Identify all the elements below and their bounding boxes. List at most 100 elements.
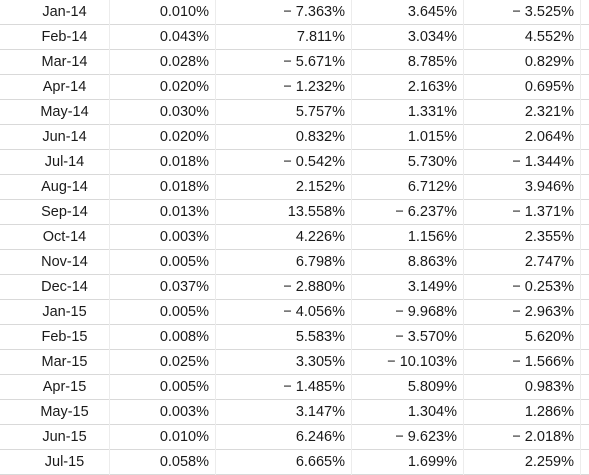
- cell-col-d[interactable]: 1.156%: [352, 224, 464, 250]
- empty-cell[interactable]: [581, 325, 589, 350]
- cell-date[interactable]: Feb-14: [0, 24, 110, 50]
- cell-col-b[interactable]: 0.008%: [110, 324, 216, 350]
- cell-col-b[interactable]: 0.003%: [110, 224, 216, 250]
- empty-cell[interactable]: [581, 25, 589, 50]
- cell-col-b[interactable]: 0.030%: [110, 99, 216, 125]
- cell-col-c[interactable]: − 7.363%: [216, 0, 352, 25]
- cell-col-d[interactable]: 2.163%: [352, 74, 464, 100]
- cell-col-e[interactable]: 1.286%: [464, 399, 581, 425]
- empty-cell[interactable]: [581, 100, 589, 125]
- cell-col-e[interactable]: − 3.525%: [464, 0, 581, 25]
- cell-col-c[interactable]: 4.226%: [216, 224, 352, 250]
- cell-col-d[interactable]: 5.730%: [352, 149, 464, 175]
- cell-col-b[interactable]: 0.003%: [110, 399, 216, 425]
- cell-col-b[interactable]: 0.018%: [110, 149, 216, 175]
- cell-col-e[interactable]: − 2.018%: [464, 424, 581, 450]
- cell-col-e[interactable]: − 1.344%: [464, 149, 581, 175]
- cell-col-e[interactable]: − 1.566%: [464, 349, 581, 375]
- cell-col-e[interactable]: 2.259%: [464, 449, 581, 475]
- cell-col-c[interactable]: 6.798%: [216, 249, 352, 275]
- cell-col-c[interactable]: − 4.056%: [216, 299, 352, 325]
- empty-cell[interactable]: [581, 300, 589, 325]
- cell-col-d[interactable]: 8.785%: [352, 49, 464, 75]
- cell-col-b[interactable]: 0.020%: [110, 74, 216, 100]
- empty-cell[interactable]: [581, 450, 589, 475]
- cell-col-c[interactable]: 2.152%: [216, 174, 352, 200]
- cell-col-b[interactable]: 0.020%: [110, 124, 216, 150]
- cell-date[interactable]: Aug-14: [0, 174, 110, 200]
- cell-col-e[interactable]: 4.552%: [464, 24, 581, 50]
- cell-col-e[interactable]: 2.747%: [464, 249, 581, 275]
- cell-col-e[interactable]: − 1.371%: [464, 199, 581, 225]
- cell-date[interactable]: Apr-15: [0, 374, 110, 400]
- empty-cell[interactable]: [581, 75, 589, 100]
- cell-col-d[interactable]: 3.149%: [352, 274, 464, 300]
- cell-date[interactable]: Jun-15: [0, 424, 110, 450]
- cell-date[interactable]: Dec-14: [0, 274, 110, 300]
- cell-date[interactable]: Mar-15: [0, 349, 110, 375]
- cell-date[interactable]: Jul-15: [0, 449, 110, 475]
- cell-col-d[interactable]: − 10.103%: [352, 349, 464, 375]
- cell-col-d[interactable]: 1.699%: [352, 449, 464, 475]
- empty-cell[interactable]: [581, 0, 589, 25]
- cell-col-d[interactable]: 6.712%: [352, 174, 464, 200]
- cell-col-b[interactable]: 0.010%: [110, 0, 216, 25]
- empty-cell[interactable]: [581, 200, 589, 225]
- cell-col-b[interactable]: 0.005%: [110, 249, 216, 275]
- cell-col-e[interactable]: 2.064%: [464, 124, 581, 150]
- cell-col-d[interactable]: − 3.570%: [352, 324, 464, 350]
- cell-col-e[interactable]: − 2.963%: [464, 299, 581, 325]
- cell-date[interactable]: Jan-15: [0, 299, 110, 325]
- empty-cell[interactable]: [581, 275, 589, 300]
- cell-col-b[interactable]: 0.005%: [110, 374, 216, 400]
- cell-date[interactable]: Nov-14: [0, 249, 110, 275]
- empty-cell[interactable]: [581, 250, 589, 275]
- cell-date[interactable]: Oct-14: [0, 224, 110, 250]
- cell-col-d[interactable]: − 6.237%: [352, 199, 464, 225]
- empty-cell[interactable]: [581, 350, 589, 375]
- cell-col-d[interactable]: 1.304%: [352, 399, 464, 425]
- empty-cell[interactable]: [581, 375, 589, 400]
- empty-cell[interactable]: [581, 400, 589, 425]
- cell-col-c[interactable]: − 5.671%: [216, 49, 352, 75]
- cell-col-e[interactable]: 0.983%: [464, 374, 581, 400]
- cell-col-e[interactable]: − 0.253%: [464, 274, 581, 300]
- cell-date[interactable]: Jul-14: [0, 149, 110, 175]
- cell-col-c[interactable]: − 1.485%: [216, 374, 352, 400]
- cell-date[interactable]: Sep-14: [0, 199, 110, 225]
- cell-col-e[interactable]: 0.695%: [464, 74, 581, 100]
- cell-col-d[interactable]: 8.863%: [352, 249, 464, 275]
- empty-cell[interactable]: [581, 150, 589, 175]
- empty-cell[interactable]: [581, 50, 589, 75]
- cell-col-e[interactable]: 3.946%: [464, 174, 581, 200]
- cell-col-c[interactable]: 0.832%: [216, 124, 352, 150]
- cell-col-b[interactable]: 0.010%: [110, 424, 216, 450]
- cell-col-d[interactable]: − 9.623%: [352, 424, 464, 450]
- cell-date[interactable]: Feb-15: [0, 324, 110, 350]
- cell-col-c[interactable]: 3.305%: [216, 349, 352, 375]
- cell-col-c[interactable]: 13.558%: [216, 199, 352, 225]
- cell-col-d[interactable]: 1.331%: [352, 99, 464, 125]
- cell-col-d[interactable]: 3.034%: [352, 24, 464, 50]
- cell-date[interactable]: Mar-14: [0, 49, 110, 75]
- cell-col-c[interactable]: 3.147%: [216, 399, 352, 425]
- cell-col-c[interactable]: 5.583%: [216, 324, 352, 350]
- empty-cell[interactable]: [581, 175, 589, 200]
- cell-col-b[interactable]: 0.013%: [110, 199, 216, 225]
- cell-col-b[interactable]: 0.037%: [110, 274, 216, 300]
- cell-col-b[interactable]: 0.058%: [110, 449, 216, 475]
- empty-cell[interactable]: [581, 125, 589, 150]
- empty-cell[interactable]: [581, 425, 589, 450]
- cell-col-c[interactable]: 6.665%: [216, 449, 352, 475]
- cell-col-c[interactable]: − 1.232%: [216, 74, 352, 100]
- cell-col-b[interactable]: 0.005%: [110, 299, 216, 325]
- cell-col-d[interactable]: 3.645%: [352, 0, 464, 25]
- cell-col-b[interactable]: 0.043%: [110, 24, 216, 50]
- cell-col-e[interactable]: 0.829%: [464, 49, 581, 75]
- cell-col-b[interactable]: 0.018%: [110, 174, 216, 200]
- cell-date[interactable]: May-14: [0, 99, 110, 125]
- cell-col-b[interactable]: 0.028%: [110, 49, 216, 75]
- cell-col-e[interactable]: 2.321%: [464, 99, 581, 125]
- cell-col-d[interactable]: 5.809%: [352, 374, 464, 400]
- cell-col-d[interactable]: − 9.968%: [352, 299, 464, 325]
